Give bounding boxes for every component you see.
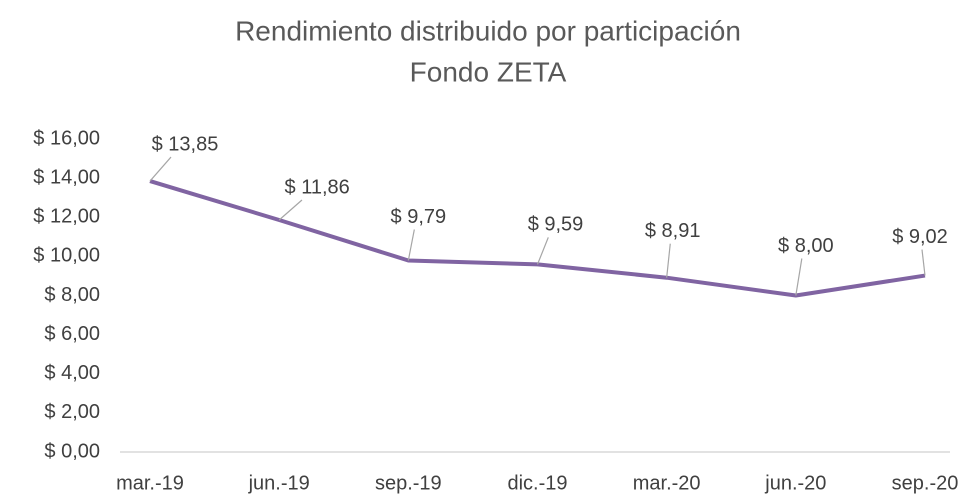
leader-line — [149, 156, 172, 182]
leader-line — [536, 237, 549, 265]
y-tick-label: $ 16,00 — [33, 127, 100, 149]
data-label: $ 9,02 — [892, 226, 948, 248]
x-tick-label: mar.-19 — [116, 472, 184, 494]
chart-subtitle: Fondo ZETA — [410, 56, 567, 87]
y-tick-label: $ 6,00 — [44, 323, 100, 345]
data-label: $ 8,91 — [645, 220, 701, 242]
y-tick-label: $ 10,00 — [33, 245, 100, 267]
y-tick-label: $ 14,00 — [33, 166, 100, 188]
x-tick-label: jun.-19 — [248, 472, 310, 494]
x-tick-label: jun.-20 — [764, 472, 826, 494]
x-tick-label: mar.-20 — [633, 472, 701, 494]
data-label: $ 9,59 — [528, 214, 584, 236]
leader-line — [666, 243, 671, 278]
y-tick-label: $ 2,00 — [44, 401, 100, 423]
leader-line — [921, 249, 926, 276]
x-tick-label: sep.-19 — [375, 472, 442, 494]
x-tick-label: dic.-19 — [507, 472, 567, 494]
x-tick-label: sep.-20 — [892, 472, 959, 494]
y-tick-label: $ 8,00 — [44, 284, 100, 306]
data-label: $ 8,00 — [778, 235, 834, 257]
y-tick-label: $ 12,00 — [33, 206, 100, 228]
leader-line — [795, 258, 803, 296]
leader-line — [407, 229, 415, 261]
data-label: $ 11,86 — [285, 176, 350, 198]
chart-title: Rendimiento distribuido por participació… — [235, 15, 741, 46]
y-tick-label: $ 4,00 — [44, 362, 100, 384]
data-label: $ 13,85 — [152, 133, 219, 155]
y-tick-label: $ 0,00 — [44, 440, 100, 462]
leader-line — [278, 199, 303, 221]
data-label: $ 9,79 — [391, 206, 447, 228]
